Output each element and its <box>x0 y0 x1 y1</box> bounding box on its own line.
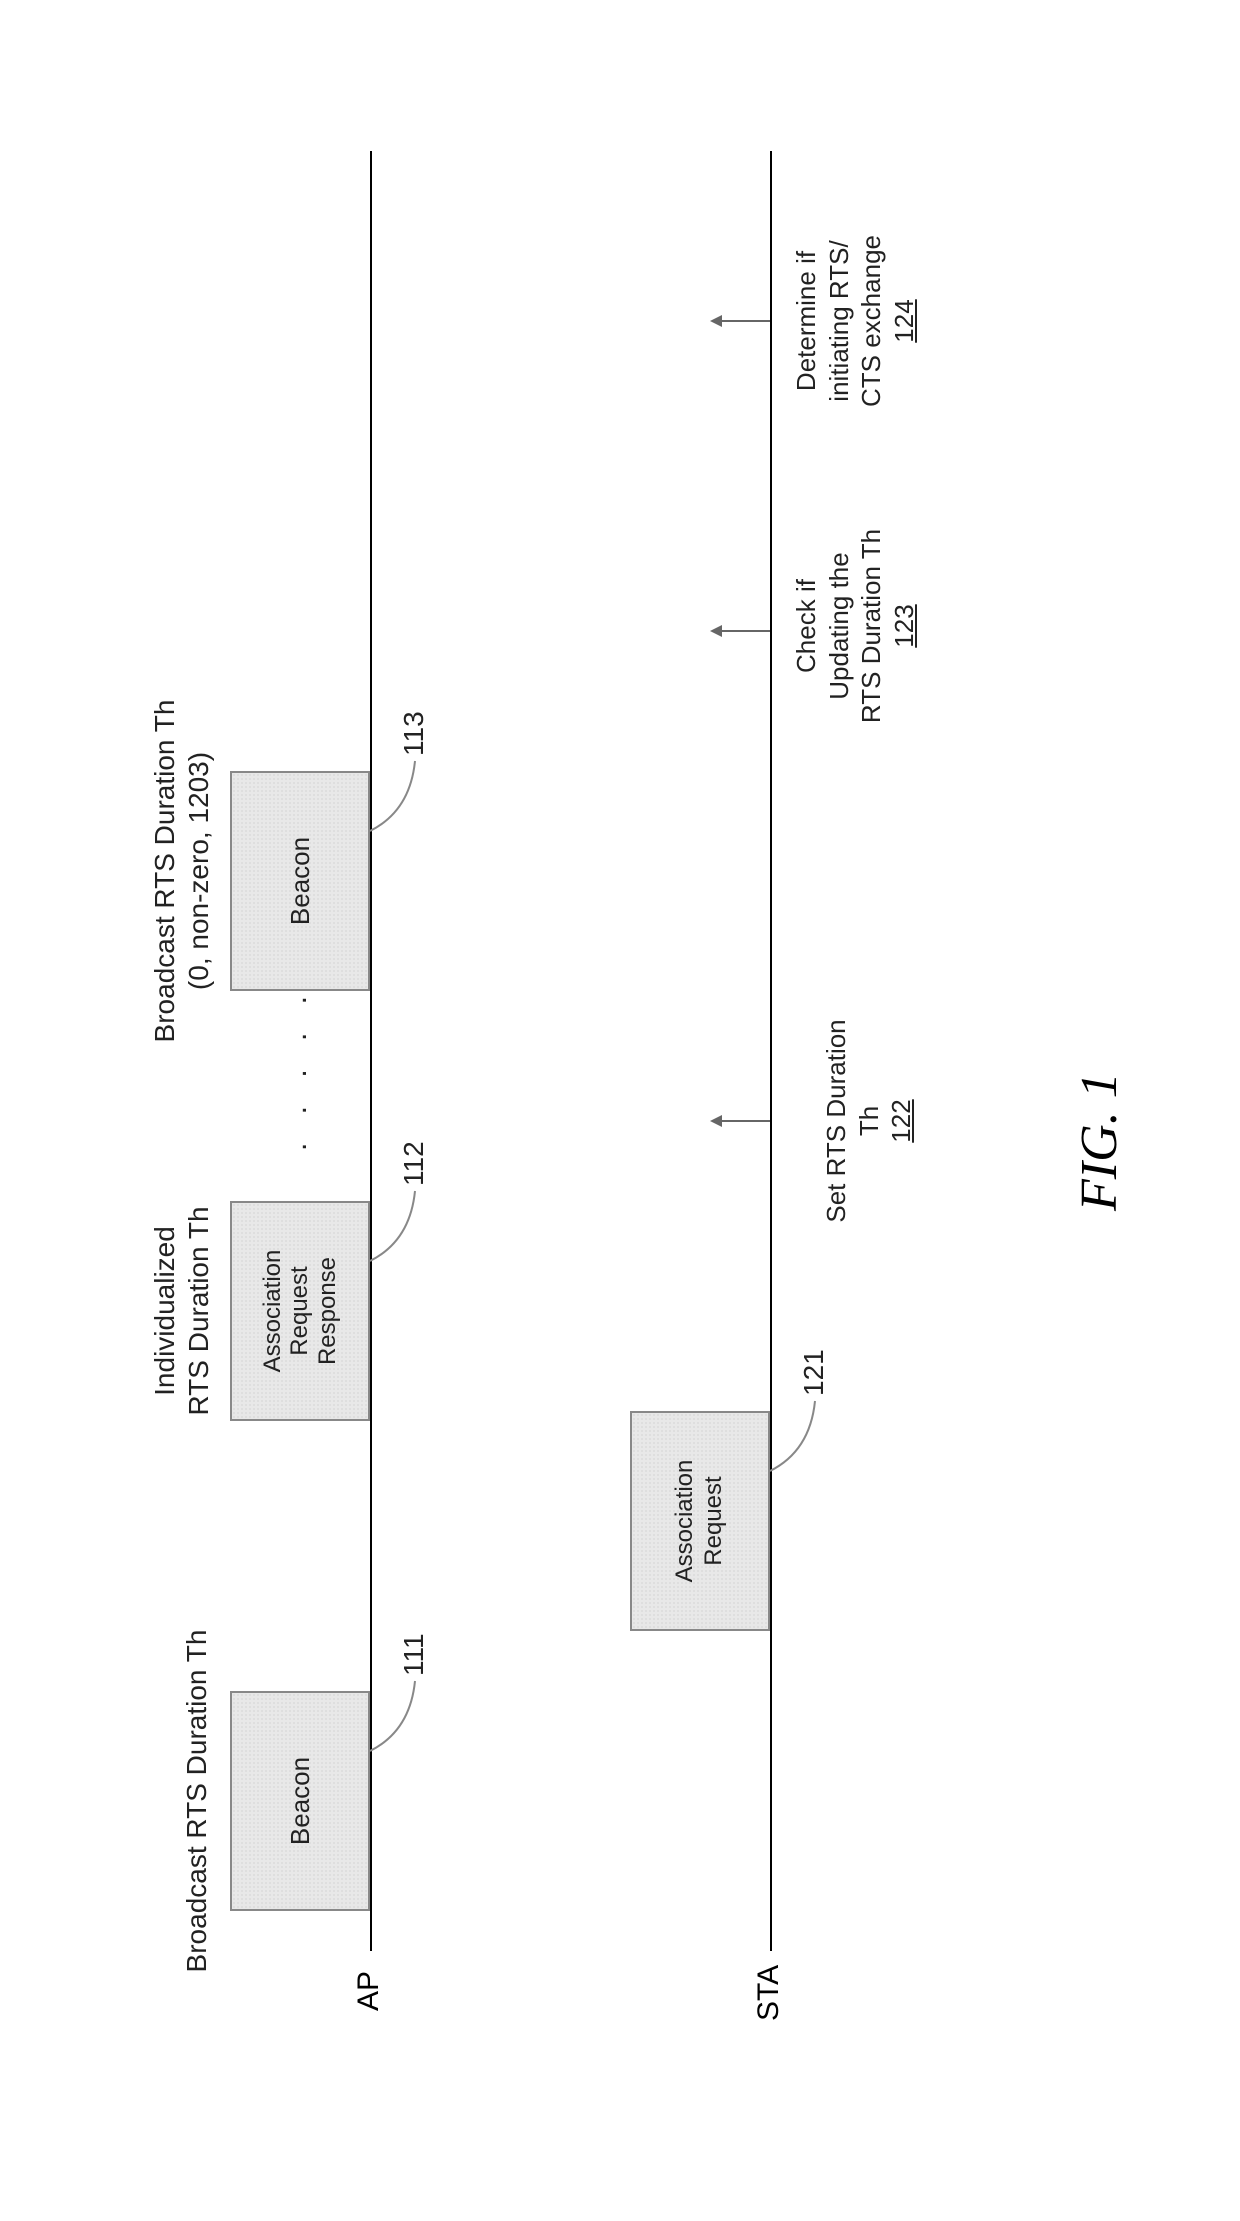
beacon2-text: Beacon <box>285 836 316 924</box>
step123-ref: 123 <box>889 604 919 647</box>
beacon1-ref: 111 <box>398 1633 430 1676</box>
step123-l3: RTS Duration Th <box>856 528 886 722</box>
beacon1-top-label: Broadcast RTS Duration Th <box>180 1621 214 1981</box>
step122-arrow <box>710 1113 770 1129</box>
beacon2-ref: 113 <box>398 711 430 756</box>
step122-l2: Th <box>854 1105 884 1135</box>
assoc-req-ref-connector <box>770 1391 830 1471</box>
beacon2-box: Beacon <box>230 771 370 991</box>
assoc-resp-l1: Association <box>259 1249 286 1372</box>
assoc-resp-l3: Response <box>314 1256 341 1364</box>
ap-axis-label: AP <box>352 1970 386 2010</box>
sequence-diagram: AP STA Broadcast RTS Duration Th Beacon … <box>70 111 1170 2111</box>
assoc-resp-top-label-l2: RTS Duration Th <box>183 1206 214 1415</box>
beacon1-top-label-text: Broadcast RTS Duration Th <box>181 1629 212 1972</box>
step123-l2: Updating the <box>824 552 854 699</box>
sta-axis-label: STA <box>752 1964 786 2020</box>
assoc-req-box: Association Request <box>630 1411 770 1631</box>
beacon2-top-label-l1: Broadcast RTS Duration Th <box>149 699 180 1042</box>
step122-annot: Set RTS Duration Th 122 <box>820 1001 918 1241</box>
figure-caption: FIG. 1 <box>1070 1072 1129 1211</box>
assoc-req-l1: Association <box>671 1459 698 1582</box>
step124-l2: initiating RTS/ <box>824 240 854 401</box>
step123-annot: Check if Updating the RTS Duration Th 12… <box>790 511 920 741</box>
step123-arrow <box>710 623 770 639</box>
beacon2-top-label-l2: (0, non-zero, 1203) <box>183 751 214 989</box>
step124-l3: CTS exchange <box>856 235 886 407</box>
step124-ref: 124 <box>889 299 919 342</box>
step124-annot: Determine if initiating RTS/ CTS exchang… <box>790 211 920 431</box>
assoc-resp-l2: Request <box>286 1266 313 1355</box>
sta-timeline <box>770 151 772 1951</box>
step122-l1: Set RTS Duration <box>821 1019 851 1222</box>
beacon1-text: Beacon <box>285 1756 316 1844</box>
assoc-req-ref: 121 <box>798 1349 830 1396</box>
step124-l1: Determine if <box>791 250 821 390</box>
assoc-resp-top-label: Individualized RTS Duration Th <box>148 1151 215 1471</box>
assoc-req-l2: Request <box>700 1476 727 1565</box>
assoc-resp-box: Association Request Response <box>230 1201 370 1421</box>
beacon1-box: Beacon <box>230 1691 370 1911</box>
ellipsis-dots: . . . . . <box>280 985 314 1150</box>
assoc-resp-ref-connector <box>370 1181 430 1261</box>
step122-ref: 122 <box>886 1099 916 1142</box>
assoc-resp-top-label-l1: Individualized <box>149 1226 180 1396</box>
beacon1-ref-connector <box>370 1671 430 1751</box>
assoc-resp-ref: 112 <box>398 1141 430 1186</box>
beacon2-ref-connector <box>370 751 430 831</box>
beacon2-top-label: Broadcast RTS Duration Th (0, non-zero, … <box>148 681 215 1061</box>
step124-arrow <box>710 313 770 329</box>
step123-l1: Check if <box>791 579 821 673</box>
